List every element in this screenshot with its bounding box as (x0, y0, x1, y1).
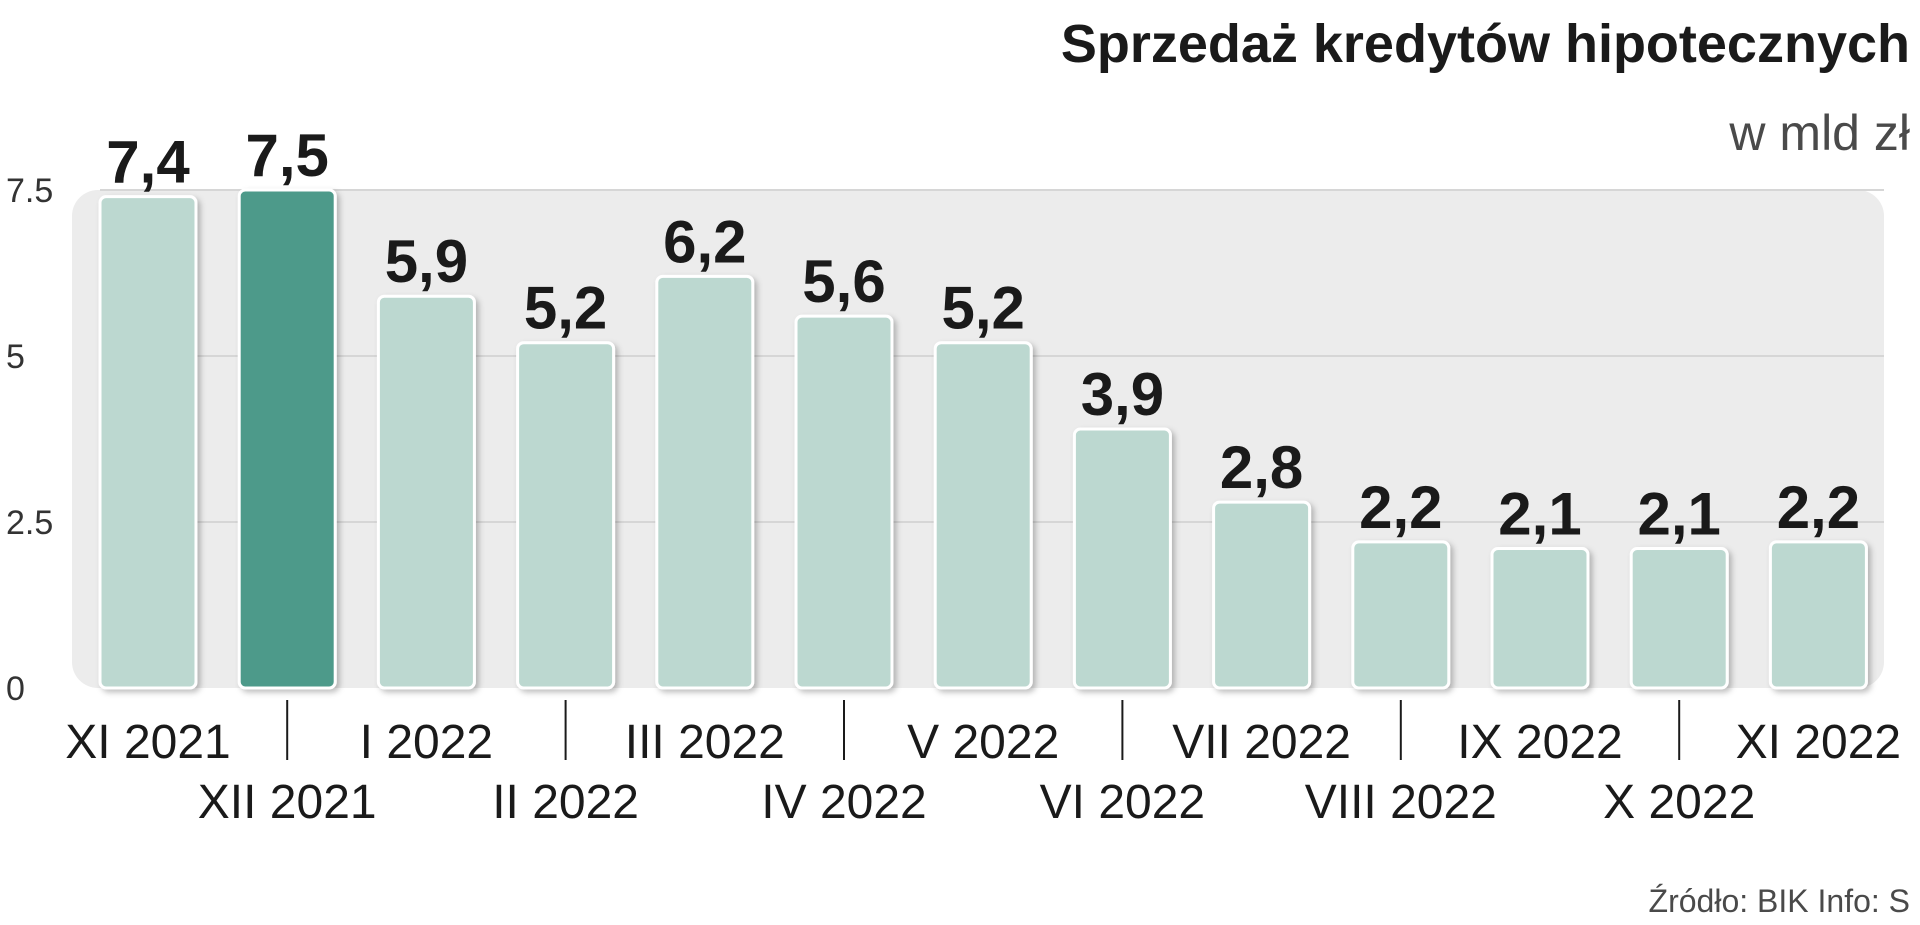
bar-1 (98, 195, 198, 690)
y-axis-ticks: 0 2.5 5 7.5 (6, 172, 53, 708)
bar-13 (1768, 540, 1868, 690)
x-tick-label: XI 2021 (65, 716, 230, 769)
x-tick-label: V 2022 (907, 716, 1059, 769)
value-label: 7,4 (106, 129, 190, 196)
value-label: 5,2 (524, 275, 607, 342)
value-label: 2,1 (1498, 481, 1581, 548)
source-note: Źródło: BIK Info: S (1649, 883, 1910, 919)
bar-12 (1629, 547, 1729, 690)
x-tick-label: X 2022 (1603, 776, 1755, 829)
value-label: 2,2 (1777, 474, 1860, 541)
bar-6 (794, 314, 894, 690)
x-tick-label: XI 2022 (1736, 716, 1901, 769)
x-tick-label: VI 2022 (1040, 776, 1205, 829)
x-axis-separators (286, 700, 1681, 760)
y-tick-label: 2.5 (6, 504, 53, 542)
x-tick-label: VII 2022 (1172, 716, 1351, 769)
x-tick-label: IX 2022 (1457, 716, 1622, 769)
value-label: 3,9 (1081, 361, 1164, 428)
bar-2 (237, 188, 337, 690)
x-tick-label: VIII 2022 (1305, 776, 1497, 829)
value-label: 2,1 (1637, 481, 1720, 548)
bars (98, 188, 1868, 690)
bar-5 (655, 274, 755, 690)
bar-3 (376, 294, 476, 690)
x-tick-label: IV 2022 (761, 776, 926, 829)
chart-subtitle: w mld zł (1728, 105, 1910, 161)
y-tick-label: 0 (6, 670, 25, 708)
value-labels: 7,4 7,5 5,9 5,2 6,2 5,6 5,2 3,9 2,8 2,2 2,1 2,1 2,2 (106, 122, 1860, 548)
y-tick-label: 7.5 (6, 172, 53, 210)
bar-4 (516, 341, 616, 690)
value-label: 5,6 (802, 248, 885, 315)
value-label: 5,9 (385, 228, 468, 295)
bar-9 (1212, 500, 1312, 690)
x-axis-labels: XI 2021 XII 2021 I 2022 II 2022 III 2022 IV 2… (65, 716, 1901, 829)
value-label: 2,8 (1220, 434, 1303, 501)
x-tick-label: III 2022 (625, 716, 785, 769)
value-label: 7,5 (245, 122, 328, 189)
x-tick-label: XII 2021 (198, 776, 377, 829)
value-label: 5,2 (941, 275, 1024, 342)
bar-11 (1490, 547, 1590, 690)
value-label: 6,2 (663, 208, 746, 275)
bar-10 (1351, 540, 1451, 690)
bar-8 (1072, 427, 1172, 690)
x-tick-label: II 2022 (492, 776, 639, 829)
chart-title: Sprzedaż kredytów hipotecznych (1061, 14, 1910, 74)
bar-7 (933, 341, 1033, 690)
x-tick-label: I 2022 (360, 716, 493, 769)
value-label: 2,2 (1359, 474, 1442, 541)
y-tick-label: 5 (6, 338, 25, 376)
